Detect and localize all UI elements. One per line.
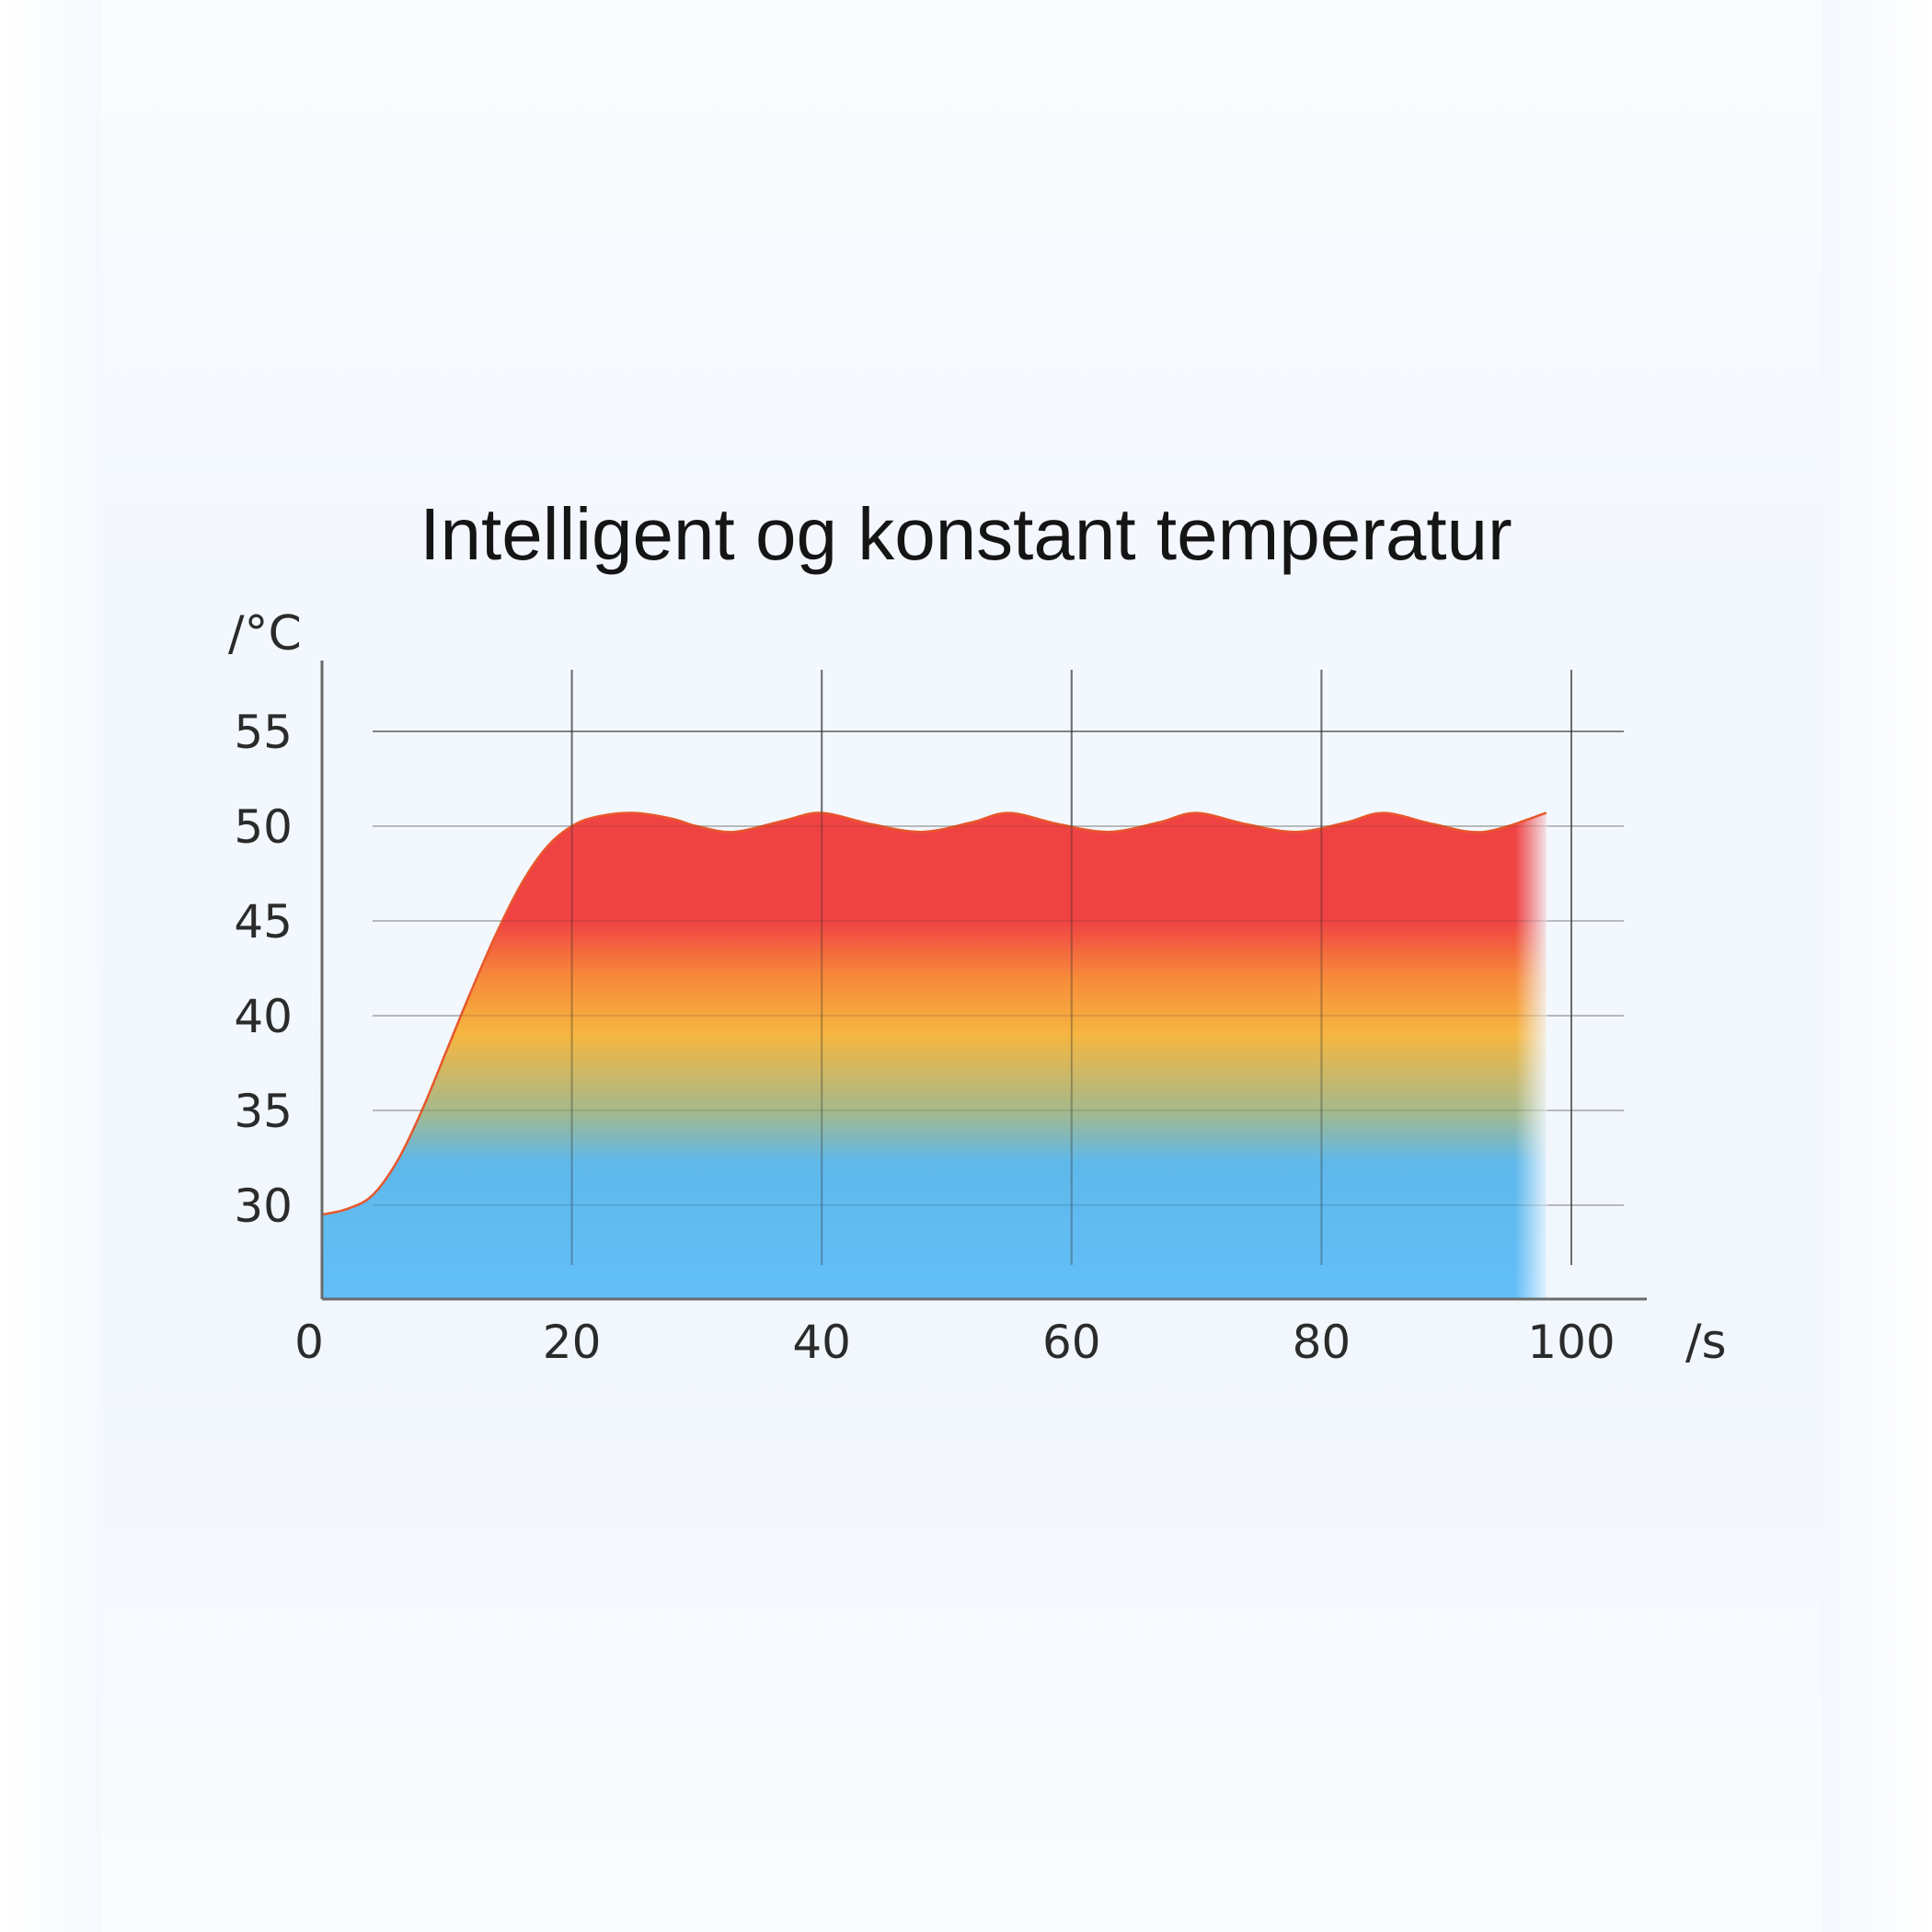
grid-overlay [373,670,1624,1265]
axes [320,661,1647,1301]
y-tick-label-30: 30 [234,1179,293,1233]
temperature-area-fill [322,812,1547,1299]
x-tick-label-60: 60 [1042,1316,1101,1369]
y-tick-label-55: 55 [234,706,293,759]
plot-area [321,798,1547,1299]
y-tick-label-45: 45 [234,895,293,949]
y-tick-label-35: 35 [234,1085,293,1138]
x-tick-label-40: 40 [792,1316,851,1369]
y-axis-unit-label: /°C [228,606,302,661]
y-tick-label-40: 40 [234,990,293,1043]
x-tick-label-100: 100 [1527,1316,1615,1369]
chart-title: Intelligent og konstant temperatur [420,493,1512,575]
x-axis-unit-label: /s [1685,1315,1727,1370]
y-tick-label-50: 50 [234,800,293,854]
x-tick-labels: 0 20 40 60 80 100 [294,1316,1616,1369]
area-fade-edge [1514,798,1547,1299]
temperature-line [321,811,1547,1216]
x-tick-label-0: 0 [294,1316,324,1369]
x-tick-label-80: 80 [1293,1316,1351,1369]
x-tick-label-20: 20 [543,1316,602,1369]
y-tick-labels: 30 35 40 45 50 55 [234,706,293,1233]
